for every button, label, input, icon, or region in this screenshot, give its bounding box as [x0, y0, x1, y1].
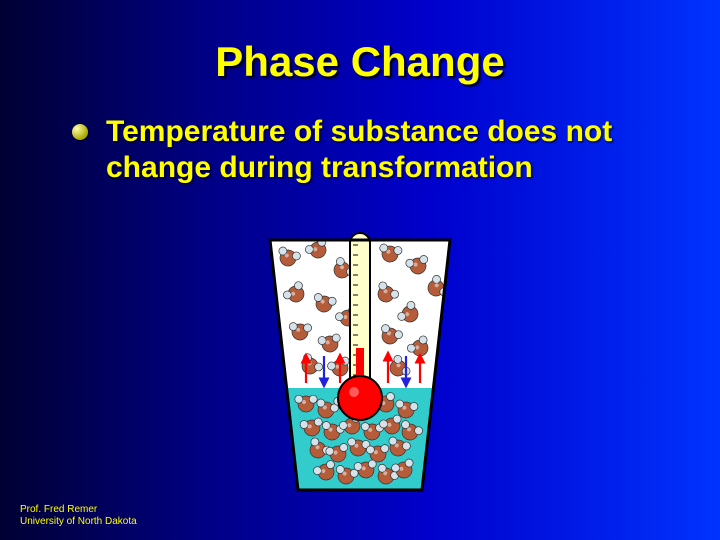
footer-credit: Prof. Fred Remer University of North Dak… — [20, 504, 137, 528]
author-name: Prof. Fred Remer — [20, 504, 137, 516]
author-affiliation: University of North Dakota — [20, 516, 137, 528]
bullet-dot-icon — [72, 124, 88, 140]
slide-title: Phase Change — [0, 0, 720, 86]
phase-change-figure — [240, 228, 480, 508]
bullet-item: Temperature of substance does not change… — [0, 86, 720, 186]
bullet-text: Temperature of substance does not change… — [106, 114, 672, 186]
